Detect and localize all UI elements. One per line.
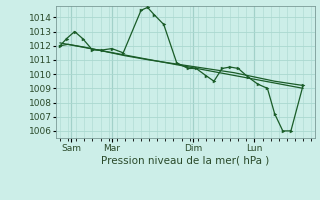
X-axis label: Pression niveau de la mer( hPa ): Pression niveau de la mer( hPa ) bbox=[101, 155, 270, 165]
